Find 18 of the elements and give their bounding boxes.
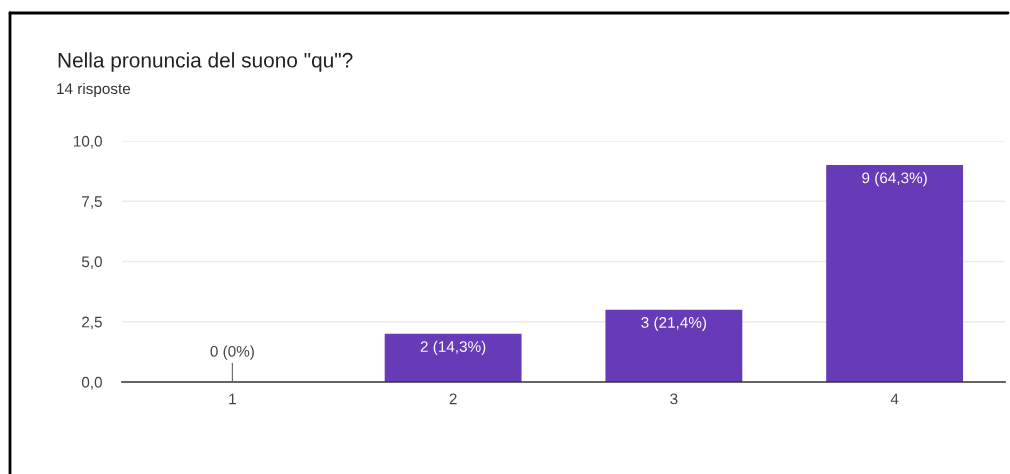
y-tick-label: 0,0 <box>81 376 102 390</box>
data-label: 3 (21,4%) <box>641 316 707 331</box>
x-tick-label: 4 <box>890 393 899 405</box>
data-label: 0 (0%) <box>210 345 254 360</box>
x-tick-label: 2 <box>449 393 457 405</box>
data-label: 9 (64,3%) <box>862 172 927 187</box>
x-tick-label: 3 <box>670 393 678 405</box>
chart-title: Nella pronuncia del suono "qu"? <box>58 52 353 72</box>
y-tick-label: 7,5 <box>82 196 102 209</box>
y-tick-label: 10,0 <box>73 135 102 149</box>
bar <box>605 309 743 382</box>
y-tick-label: 5,0 <box>81 256 102 269</box>
bar <box>826 165 964 382</box>
bar <box>384 333 522 382</box>
data-label: 2 (14,3%) <box>420 340 486 355</box>
chart-subtitle: 14 risposte <box>57 82 131 98</box>
x-tick-label: 1 <box>229 393 236 405</box>
y-tick-label: 2,5 <box>82 316 102 330</box>
